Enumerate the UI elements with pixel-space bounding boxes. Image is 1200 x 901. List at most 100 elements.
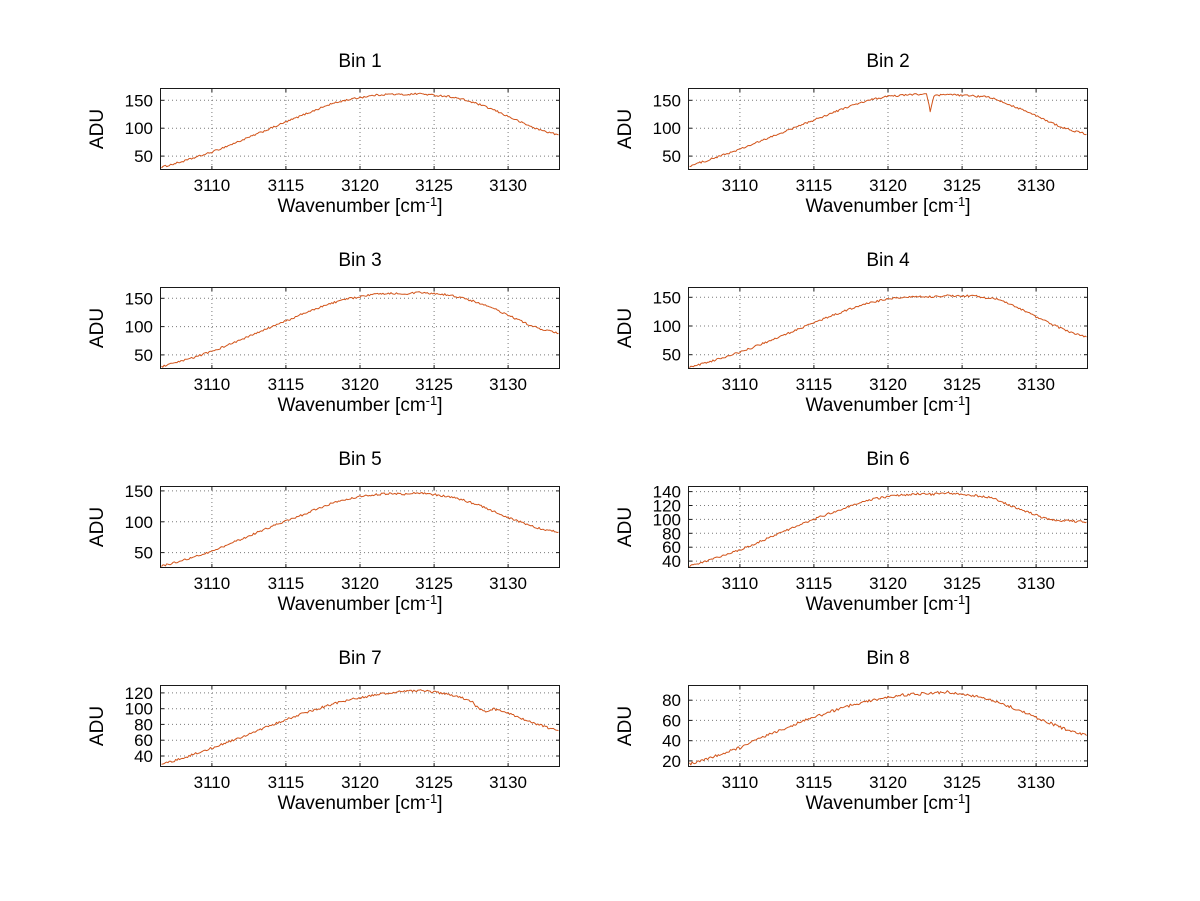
x-tick-label: 3110 <box>722 375 759 394</box>
x-tick-label: 3115 <box>796 574 833 593</box>
y-tick-label: 80 <box>134 715 153 734</box>
x-axis-label-exponent: -1 <box>425 194 438 209</box>
x-tick-label: 3125 <box>943 375 981 394</box>
x-axis-label-bracket: ] <box>965 196 971 217</box>
subplot-bin-3: Bin 3 ADU 3110 3115 3120 3125 3130 50 100 150 W… <box>87 250 560 416</box>
y-tick-label: 60 <box>134 731 153 750</box>
x-tick-label: 3125 <box>943 773 981 792</box>
y-tick-label: 100 <box>653 119 681 138</box>
subplot-bin-1: Bin 1 ADU 3110 3115 3120 3125 3130 50 100 150 W… <box>87 51 560 217</box>
x-tick-label: 3130 <box>1017 574 1055 593</box>
x-axis-label-text: Wavenumber [cm <box>805 395 954 416</box>
y-tick-label: 150 <box>653 288 681 307</box>
x-tick-label: 3110 <box>194 773 231 792</box>
x-tick-label: 3130 <box>489 773 527 792</box>
x-axis-label: Wavenumber [cm-1] <box>160 791 560 815</box>
x-tick-label: 3125 <box>415 574 453 593</box>
chart-title: Bin 5 <box>338 449 382 470</box>
x-axis-label-bracket: ] <box>965 395 971 416</box>
x-tick-label: 3110 <box>194 574 231 593</box>
x-axis-label-bracket: ] <box>965 793 971 814</box>
x-axis-label: Wavenumber [cm-1] <box>688 194 1088 218</box>
x-axis-label-exponent: -1 <box>953 393 966 408</box>
spectrum-line <box>689 491 1087 568</box>
y-tick-label: 100 <box>125 318 153 337</box>
x-axis-label-exponent: -1 <box>425 592 438 607</box>
subplot-bin-7: Bin 7 ADU 3110 3115 3120 3125 3130 40 60 80 100 1… <box>87 648 560 814</box>
y-tick-label: 150 <box>125 482 153 501</box>
y-tick-label: 100 <box>125 119 153 138</box>
chart-title: Bin 8 <box>866 648 910 669</box>
x-tick-label: 3130 <box>489 375 527 394</box>
x-tick-label: 3120 <box>869 176 907 195</box>
x-tick-label: 3110 <box>722 773 759 792</box>
spectrum-line <box>161 689 559 765</box>
x-tick-label: 3120 <box>869 375 907 394</box>
spectrum-line <box>689 93 1087 167</box>
subplot-bin-8: Bin 8 ADU 3110 3115 3120 3125 3130 20 40 60 80 W… <box>615 648 1088 814</box>
x-axis-label-exponent: -1 <box>425 393 438 408</box>
y-tick-label: 80 <box>662 524 681 543</box>
x-axis-label: Wavenumber [cm-1] <box>688 592 1088 616</box>
y-tick-label: 50 <box>662 346 681 365</box>
spectrum-line <box>689 294 1087 368</box>
y-tick-label: 60 <box>662 538 681 557</box>
x-axis-label: Wavenumber [cm-1] <box>160 393 560 417</box>
spectrum-line <box>689 690 1087 766</box>
x-axis-label-text: Wavenumber [cm <box>277 594 426 615</box>
x-tick-label: 3125 <box>415 375 453 394</box>
y-tick-label: 100 <box>653 510 681 529</box>
x-tick-label: 3120 <box>341 574 379 593</box>
plot-area: 3110 3115 3120 3125 3130 50 100 150 <box>125 287 560 394</box>
x-tick-label: 3115 <box>796 773 833 792</box>
subplot-bin-2: Bin 2 ADU 3110 3115 3120 3125 3130 50 100 150 W… <box>615 51 1088 217</box>
y-tick-label: 50 <box>134 544 153 563</box>
y-tick-label: 150 <box>125 91 153 110</box>
x-tick-label: 3130 <box>489 176 527 195</box>
y-tick-label: 140 <box>653 483 681 502</box>
x-tick-label: 3120 <box>341 773 379 792</box>
x-axis-label-text: Wavenumber [cm <box>277 793 426 814</box>
chart-title: Bin 3 <box>338 250 382 271</box>
x-axis-label: Wavenumber [cm-1] <box>688 791 1088 815</box>
y-tick-label: 40 <box>662 732 681 751</box>
x-tick-label: 3125 <box>415 773 453 792</box>
x-axis-label-exponent: -1 <box>953 791 966 806</box>
y-tick-label: 50 <box>134 346 153 365</box>
x-tick-label: 3125 <box>415 176 453 195</box>
x-tick-label: 3125 <box>943 574 981 593</box>
chart-title: Bin 7 <box>338 648 382 669</box>
chart-title: Bin 2 <box>866 51 910 72</box>
y-tick-label: 120 <box>653 497 681 516</box>
y-tick-label: 150 <box>653 91 681 110</box>
x-tick-label: 3130 <box>489 574 527 593</box>
x-axis-label-bracket: ] <box>437 196 443 217</box>
x-tick-label: 3130 <box>1017 773 1055 792</box>
x-tick-label: 3115 <box>268 773 305 792</box>
x-axis-label-text: Wavenumber [cm <box>805 793 954 814</box>
x-tick-label: 3125 <box>943 176 981 195</box>
x-axis-label-exponent: -1 <box>953 194 966 209</box>
x-axis-label-bracket: ] <box>437 395 443 416</box>
y-tick-label: 100 <box>125 513 153 532</box>
y-tick-label: 40 <box>662 552 681 571</box>
y-tick-label: 40 <box>134 747 153 766</box>
x-tick-label: 3130 <box>1017 176 1055 195</box>
y-tick-label: 120 <box>125 684 153 703</box>
spectrum-line <box>161 291 559 368</box>
x-tick-label: 3120 <box>869 773 907 792</box>
y-tick-label: 20 <box>662 752 681 771</box>
subplot-bin-5: Bin 5 ADU 3110 3115 3120 3125 3130 50 100 150 W… <box>87 449 560 615</box>
plot-area: 3110 3115 3120 3125 3130 50 100 150 <box>125 88 560 195</box>
y-tick-label: 100 <box>653 317 681 336</box>
subplot-bin-4: Bin 4 ADU 3110 3115 3120 3125 3130 50 100 150 W… <box>615 250 1088 416</box>
plot-area: 3110 3115 3120 3125 3130 50 100 150 <box>653 88 1088 195</box>
subplot-bin-6: Bin 6 ADU 3110 3115 3120 3125 3130 40 60 80 100 1… <box>615 449 1088 615</box>
x-axis-label: Wavenumber [cm-1] <box>160 592 560 616</box>
spectrum-line <box>161 92 559 169</box>
x-axis-label-text: Wavenumber [cm <box>805 196 954 217</box>
x-tick-label: 3120 <box>869 574 907 593</box>
x-tick-label: 3115 <box>796 375 833 394</box>
